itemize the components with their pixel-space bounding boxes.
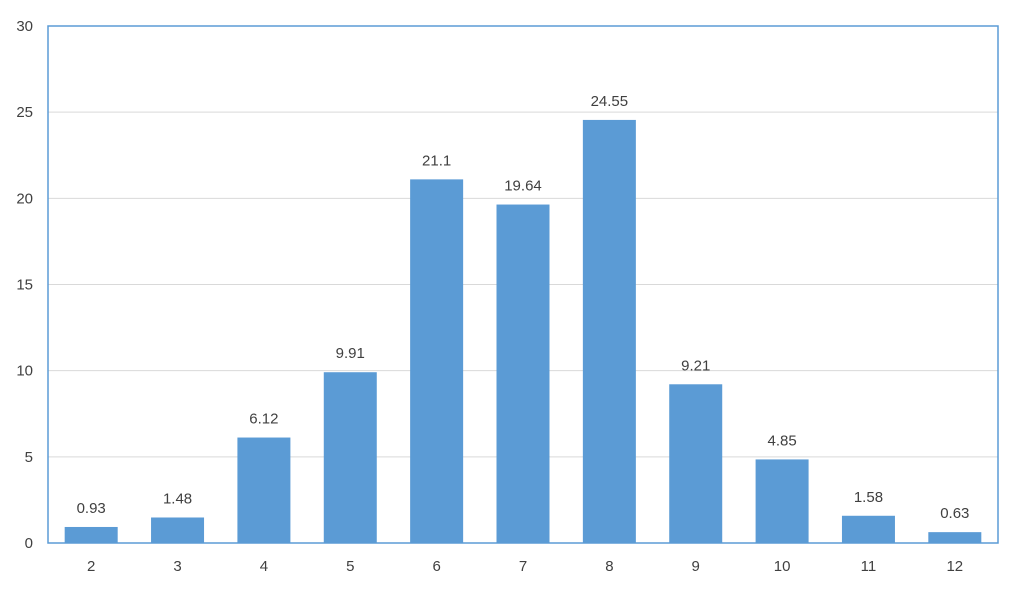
x-tick-label-5: 5 <box>346 558 354 575</box>
x-tick-label-2: 2 <box>87 558 95 575</box>
x-tick-label-10: 10 <box>774 558 791 575</box>
x-tick-label-7: 7 <box>519 558 527 575</box>
data-label-8: 24.55 <box>591 93 629 110</box>
y-tick-label-20: 20 <box>16 190 33 207</box>
data-label-9: 9.21 <box>681 357 710 374</box>
bar-7 <box>496 204 550 543</box>
bar-5 <box>323 372 377 543</box>
bar-4 <box>237 437 291 543</box>
y-tick-label-25: 25 <box>16 104 33 121</box>
data-label-10: 4.85 <box>767 432 796 449</box>
bar-10 <box>755 459 809 543</box>
y-axis-ticks: 0 5 10 15 20 25 30 <box>16 18 33 552</box>
x-tick-label-6: 6 <box>432 558 440 575</box>
data-label-11: 1.58 <box>854 489 883 506</box>
y-tick-label-15: 15 <box>16 277 33 294</box>
x-axis-ticks: 2 3 4 5 6 7 8 9 10 11 12 <box>87 558 963 575</box>
x-tick-label-11: 11 <box>861 558 877 575</box>
bar-9 <box>669 384 723 543</box>
x-tick-label-12: 12 <box>946 558 963 575</box>
y-tick-label-5: 5 <box>25 449 33 466</box>
bar-8 <box>582 119 636 544</box>
x-tick-label-9: 9 <box>692 558 700 575</box>
data-label-12: 0.63 <box>940 505 969 522</box>
bar-3 <box>151 517 205 543</box>
x-tick-label-4: 4 <box>260 558 268 575</box>
data-label-6: 21.1 <box>422 152 451 169</box>
x-tick-label-3: 3 <box>173 558 181 575</box>
y-tick-label-0: 0 <box>25 535 33 552</box>
data-label-3: 1.48 <box>163 490 192 507</box>
bar-2 <box>64 526 118 543</box>
bar-6 <box>410 179 464 544</box>
bars <box>64 119 982 544</box>
data-label-4: 6.12 <box>249 411 278 428</box>
bar-12 <box>928 532 982 543</box>
x-tick-label-8: 8 <box>605 558 613 575</box>
data-labels: 0.93 1.48 6.12 9.91 21.1 19.64 24.55 9.21 4.85 1.… <box>77 93 970 522</box>
data-label-2: 0.93 <box>77 500 106 517</box>
y-tick-label-10: 10 <box>16 363 33 380</box>
bar-11 <box>841 515 895 543</box>
y-tick-label-30: 30 <box>16 18 33 35</box>
data-label-7: 19.64 <box>504 178 542 195</box>
data-label-5: 9.91 <box>336 345 365 362</box>
